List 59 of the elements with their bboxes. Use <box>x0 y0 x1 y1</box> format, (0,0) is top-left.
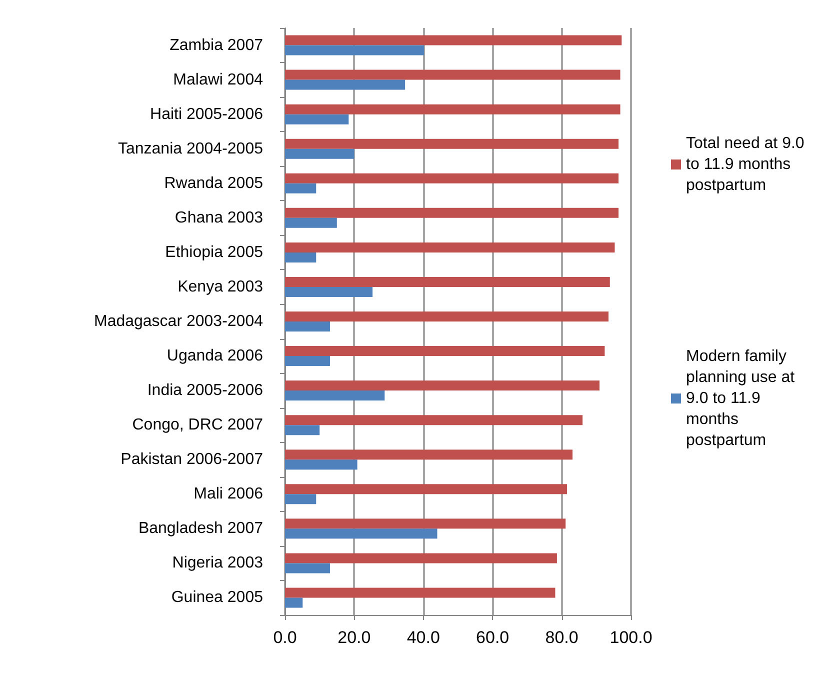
bar <box>285 598 303 608</box>
legend-label: Modern family planning use at 9.0 to 11.9 months postpartum <box>686 348 799 449</box>
bar <box>285 346 605 356</box>
bar <box>285 276 610 287</box>
bar <box>285 415 583 426</box>
bar <box>285 80 406 90</box>
bar <box>285 563 330 574</box>
y-tick-label: Malawi 2004 <box>173 71 264 88</box>
y-tick-label: Haiti 2005-2006 <box>150 106 264 123</box>
bar <box>285 218 337 228</box>
bar <box>285 312 609 322</box>
bar <box>285 588 556 598</box>
bar <box>285 390 385 401</box>
y-tick-label: Uganda 2006 <box>166 348 264 365</box>
y-tick-label: Kenya 2003 <box>178 278 264 296</box>
y-tick-label: Ethiopia 2005 <box>165 244 264 261</box>
bar <box>285 114 349 124</box>
bar <box>285 484 567 494</box>
bar <box>285 148 354 159</box>
legend-label: Total need at 9.0 to 11.9 months postpartum <box>686 135 809 194</box>
bar <box>285 70 620 80</box>
bar <box>285 286 373 297</box>
y-tick-label: Ghana 2003 <box>174 209 264 226</box>
bar <box>285 356 330 366</box>
bar <box>285 528 438 539</box>
x-tick-label: 80.0 <box>545 628 578 647</box>
y-tick-label: Madagascar 2003-2004 <box>94 313 264 330</box>
bar <box>285 425 320 436</box>
bar <box>285 553 557 564</box>
bar <box>285 138 619 149</box>
y-tick-label: Pakistan 2006-2007 <box>120 451 264 468</box>
bar <box>285 380 600 391</box>
y-tick-label: Zambia 2007 <box>170 36 264 54</box>
bar <box>285 242 615 252</box>
bar <box>285 450 573 460</box>
bar <box>285 173 619 184</box>
bar <box>285 460 358 470</box>
y-tick-label: Guinea 2005 <box>171 589 264 606</box>
bar <box>285 183 316 194</box>
bar <box>285 208 619 218</box>
bar <box>285 518 566 529</box>
y-tick-label: Congo, DRC 2007 <box>132 416 264 434</box>
y-tick-label: India 2005-2006 <box>147 382 264 400</box>
bar <box>285 494 316 504</box>
y-tick-label: Nigeria 2003 <box>172 554 264 572</box>
x-tick-label: 100.0 <box>610 628 652 647</box>
bar <box>285 35 622 46</box>
bar <box>285 252 316 262</box>
x-tick-label: 40.0 <box>406 628 440 647</box>
y-tick-label: Tanzania 2004-2005 <box>118 140 264 158</box>
x-tick-label: 20.0 <box>338 628 371 647</box>
y-tick-label: Rwanda 2005 <box>164 174 264 192</box>
bar <box>285 322 330 332</box>
x-tick-label: 60.0 <box>476 628 510 647</box>
y-tick-label: Mali 2006 <box>194 486 264 503</box>
bar <box>285 104 620 114</box>
x-tick-label: 0.0 <box>273 628 297 647</box>
bar <box>285 45 424 56</box>
y-tick-label: Bangladesh 2007 <box>138 520 264 538</box>
